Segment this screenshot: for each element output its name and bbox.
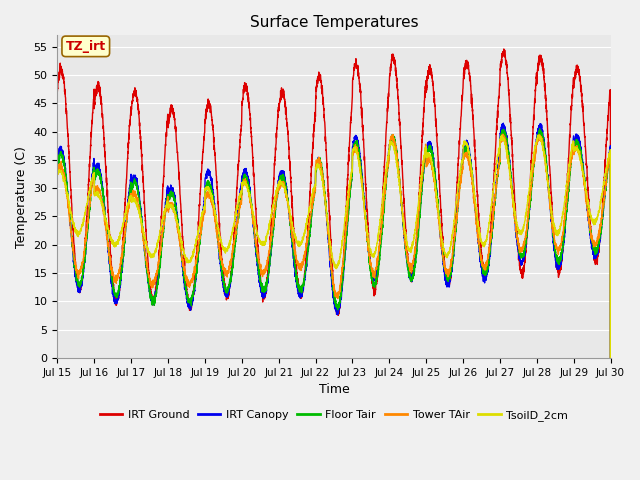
Title: Surface Temperatures: Surface Temperatures xyxy=(250,15,419,30)
Text: TZ_irt: TZ_irt xyxy=(66,40,106,53)
Legend: IRT Ground, IRT Canopy, Floor Tair, Tower TAir, TsoilD_2cm: IRT Ground, IRT Canopy, Floor Tair, Towe… xyxy=(95,406,573,425)
X-axis label: Time: Time xyxy=(319,383,349,396)
Y-axis label: Temperature (C): Temperature (C) xyxy=(15,146,28,248)
